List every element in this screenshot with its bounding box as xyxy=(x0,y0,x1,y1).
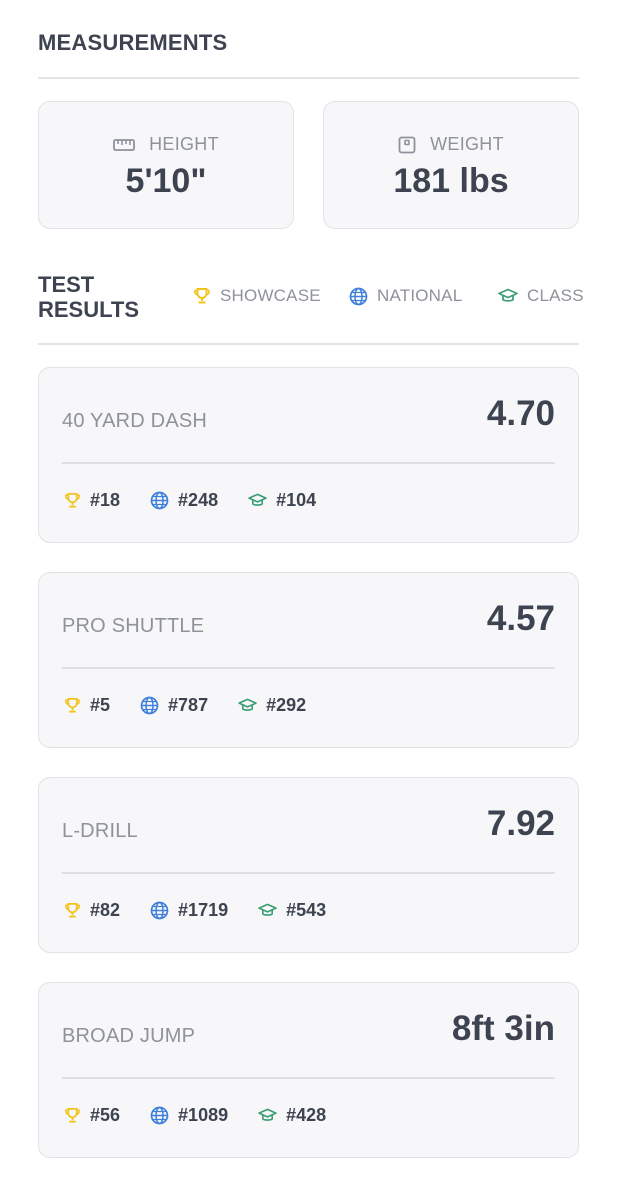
trophy-icon xyxy=(64,697,81,714)
test-value: 4.57 xyxy=(486,599,555,638)
showcase-rank-value: #82 xyxy=(90,900,121,920)
test-value: 4.70 xyxy=(486,394,555,433)
national-rank-value: #248 xyxy=(178,490,219,510)
measurements-title: MEASUREMENTS xyxy=(38,30,228,55)
height-value: 5'10" xyxy=(125,162,207,200)
test-divider xyxy=(62,872,555,874)
legend-national-label: NATIONAL xyxy=(377,286,463,305)
weight-card: WEIGHT 181 lbs xyxy=(323,101,579,229)
test-name: BROAD JUMP xyxy=(62,1025,196,1047)
legend-national: NATIONAL xyxy=(349,286,462,306)
class-rank: #104 xyxy=(248,490,316,511)
test-divider xyxy=(62,1077,555,1079)
class-rank: #428 xyxy=(258,1105,326,1126)
graduation-cap-icon xyxy=(258,903,277,918)
test-ranks: #82 #1719 xyxy=(64,900,356,921)
showcase-rank-value: #56 xyxy=(90,1105,121,1125)
test-value: 8ft 3in xyxy=(451,1009,555,1048)
class-rank-value: #543 xyxy=(286,900,327,920)
showcase-rank: #82 xyxy=(64,900,120,921)
showcase-rank: #56 xyxy=(64,1105,120,1126)
test-results-header: TEST RESULTS SHOWCASE xyxy=(38,272,584,324)
national-rank-value: #787 xyxy=(168,695,209,715)
height-card: HEIGHT 5'10" xyxy=(38,101,294,229)
measurements-divider xyxy=(38,77,579,79)
ruler-icon xyxy=(113,138,135,152)
national-rank: #787 xyxy=(140,695,208,716)
national-rank: #1719 xyxy=(150,900,228,921)
class-rank-value: #104 xyxy=(276,490,317,510)
legend-class: CLASS xyxy=(498,286,584,306)
globe-icon xyxy=(140,696,159,715)
showcase-rank-value: #5 xyxy=(90,695,111,715)
showcase-rank-value: #18 xyxy=(90,490,121,510)
national-rank-value: #1089 xyxy=(178,1105,229,1125)
height-label: HEIGHT xyxy=(149,134,219,154)
trophy-icon xyxy=(64,492,81,509)
globe-icon xyxy=(349,287,368,306)
showcase-rank: #18 xyxy=(64,490,120,511)
weight-value: 181 lbs xyxy=(393,162,509,200)
showcase-rank: #5 xyxy=(64,695,110,716)
trophy-icon xyxy=(64,902,81,919)
weight-label: WEIGHT xyxy=(430,134,504,154)
test-divider xyxy=(62,667,555,669)
national-rank-value: #1719 xyxy=(178,900,229,920)
globe-icon xyxy=(150,901,169,920)
test-ranks: #56 #1089 xyxy=(64,1105,356,1126)
scale-icon xyxy=(398,136,416,154)
graduation-cap-icon xyxy=(238,698,257,713)
graduation-cap-icon xyxy=(258,1108,277,1123)
test-ranks: #5 #787 xyxy=(64,695,336,716)
test-ranks: #18 #248 xyxy=(64,490,346,511)
test-results-title: TEST RESULTS xyxy=(38,272,140,322)
test-result-card: PRO SHUTTLE 4.57 #5 xyxy=(38,572,579,748)
graduation-cap-icon xyxy=(248,493,267,508)
test-name: L-DRILL xyxy=(62,820,138,842)
legend-class-label: CLASS xyxy=(527,286,584,305)
test-name: PRO SHUTTLE xyxy=(62,615,205,637)
test-result-card: L-DRILL 7.92 #82 xyxy=(38,777,579,953)
class-rank: #292 xyxy=(238,695,306,716)
national-rank: #248 xyxy=(150,490,218,511)
test-name: 40 YARD DASH xyxy=(62,410,208,432)
class-rank-value: #428 xyxy=(286,1105,327,1125)
test-value: 7.92 xyxy=(486,804,555,843)
globe-icon xyxy=(150,1106,169,1125)
test-result-card: BROAD JUMP 8ft 3in #56 xyxy=(38,982,579,1158)
trophy-icon xyxy=(193,287,211,305)
graduation-cap-icon xyxy=(498,288,518,304)
legend-showcase-label: SHOWCASE xyxy=(220,286,321,305)
class-rank-value: #292 xyxy=(266,695,307,715)
trophy-icon xyxy=(64,1107,81,1124)
test-divider xyxy=(62,462,555,464)
test-result-card: 40 YARD DASH 4.70 #18 xyxy=(38,367,579,543)
globe-icon xyxy=(150,491,169,510)
national-rank: #1089 xyxy=(150,1105,228,1126)
legend-showcase: SHOWCASE xyxy=(193,286,321,306)
test-results-divider xyxy=(38,343,579,345)
class-rank: #543 xyxy=(258,900,326,921)
